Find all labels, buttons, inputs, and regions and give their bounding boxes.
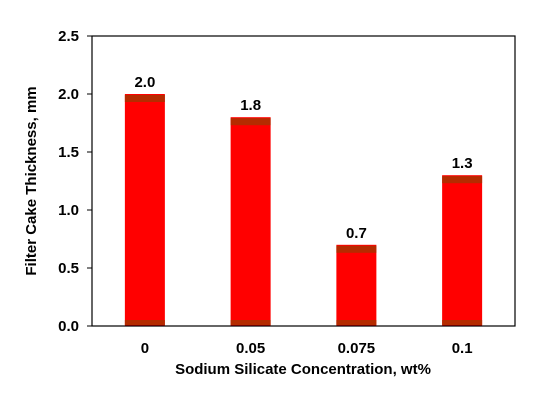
bar-data-label: 0.7 bbox=[346, 225, 367, 242]
bar-bottom-band bbox=[336, 320, 377, 325]
bar-data-label: 1.3 bbox=[452, 155, 473, 172]
bar-top-band bbox=[442, 176, 483, 184]
x-tick-label: 0.05 bbox=[236, 340, 265, 357]
x-ticks-layer: 0 0.05 0.075 0.1 bbox=[141, 340, 473, 357]
bar bbox=[230, 117, 271, 326]
bar-bottom-band bbox=[442, 320, 483, 325]
bar-top-band bbox=[230, 118, 271, 126]
bar bbox=[124, 94, 165, 326]
bar bbox=[336, 244, 377, 326]
bar-bottom-band bbox=[124, 320, 165, 325]
bar-data-label: 1.8 bbox=[240, 97, 261, 114]
y-tick-label: 1.5 bbox=[58, 144, 79, 161]
y-axis-title: Filter Cake Thickness, mm bbox=[23, 86, 40, 275]
y-tick-label: 0.0 bbox=[58, 318, 79, 335]
y-tick-label: 0.5 bbox=[58, 260, 79, 277]
bar-data-label: 2.0 bbox=[134, 74, 155, 91]
bar-top-band bbox=[124, 95, 165, 102]
y-tick-label: 1.0 bbox=[58, 202, 79, 219]
x-tick-label: 0.075 bbox=[338, 340, 376, 357]
data-labels-layer: 2.0 1.8 0.7 1.3 bbox=[134, 74, 472, 242]
bar bbox=[442, 175, 483, 326]
y-ticks-layer: 0.0 0.5 1.0 1.5 2.0 2.5 bbox=[58, 28, 92, 335]
bars-layer bbox=[124, 94, 483, 326]
y-tick-label: 2.0 bbox=[58, 86, 79, 103]
y-tick-label: 2.5 bbox=[58, 28, 79, 45]
x-tick-label: 0.1 bbox=[452, 340, 473, 357]
bar-top-band bbox=[336, 245, 377, 253]
plot-frame bbox=[91, 35, 516, 327]
x-axis-title: Sodium Silicate Concentration, wt% bbox=[175, 361, 431, 378]
x-tick-label: 0 bbox=[141, 340, 149, 357]
bar-bottom-band bbox=[230, 320, 271, 325]
